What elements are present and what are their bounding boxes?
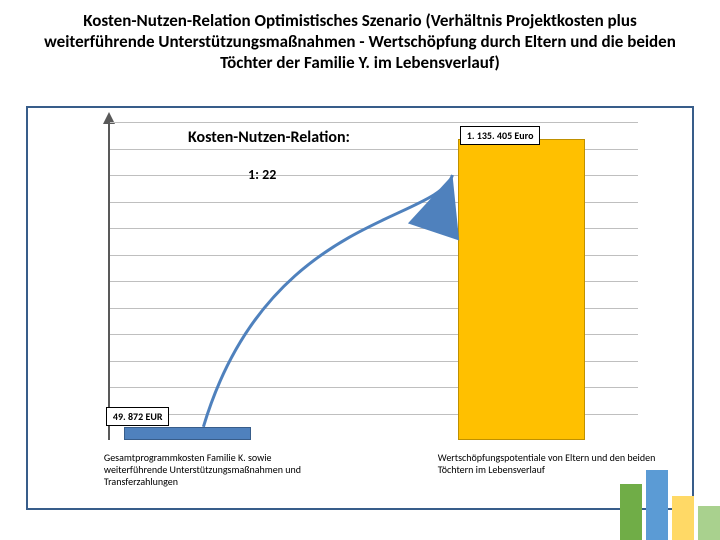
decorative-bars [620,470,720,540]
chart-frame: Kosten-Nutzen-Relation: 1: 22 49. 872 EU… [26,106,694,510]
decorative-bar [672,496,694,540]
ratio-title: Kosten-Nutzen-Relation: [188,128,350,147]
benefit-value-label: 1. 135. 405 Euro [460,126,541,145]
curved-arrow [108,122,638,440]
cost-category-label: Gesamtprogrammkosten Familie K. sowie we… [104,452,324,488]
decorative-bar [620,484,642,540]
plot-area: Kosten-Nutzen-Relation: 1: 22 49. 872 EU… [108,122,638,440]
decorative-bar [646,470,668,540]
decorative-bar [698,506,720,540]
ratio-value: 1: 22 [248,166,276,183]
main-title: Kosten-Nutzen-Relation Optimistisches Sz… [40,10,680,73]
cost-value-label: 49. 872 EUR [106,407,170,426]
